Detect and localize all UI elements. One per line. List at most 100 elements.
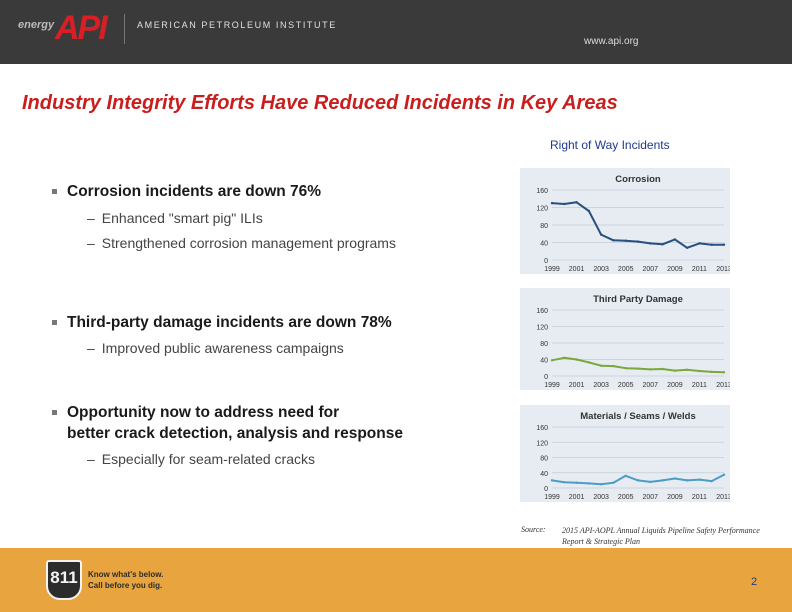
chart-background <box>520 168 730 274</box>
x-tick-label: 2001 <box>569 266 585 273</box>
x-tick-label: 2007 <box>642 266 658 273</box>
data-point <box>722 473 726 476</box>
data-point <box>599 233 603 236</box>
page-number: 2 <box>751 576 758 588</box>
data-point <box>636 479 640 482</box>
logo-divider <box>124 14 125 44</box>
chart-title: Materials / Seams / Welds <box>580 411 695 422</box>
x-tick-label: 2011 <box>692 266 707 273</box>
x-tick-label: 2009 <box>667 266 683 273</box>
chart-third-party-damage: Third Party Damage 0 40 80 120 160 1999 2001 200… <box>520 288 732 395</box>
data-point <box>636 240 640 243</box>
slide-title: Industry Integrity Efforts Have Reduced … <box>22 92 618 114</box>
x-tick-label: 1999 <box>544 382 560 389</box>
bullet-square-icon <box>52 320 57 325</box>
bullet-square-icon <box>52 410 57 415</box>
data-point <box>710 479 713 483</box>
x-tick-label: 2005 <box>618 494 634 501</box>
dash-icon: – <box>87 235 95 251</box>
data-point <box>575 481 578 484</box>
x-tick-label: 2001 <box>569 494 585 501</box>
x-tick-label: 2011 <box>692 382 707 389</box>
y-tick-label: 160 <box>536 425 548 432</box>
org-name: AMERICAN PETROLEUM INSTITUTE <box>137 20 337 30</box>
bullet-text: Opportunity now to address need for <box>67 404 340 421</box>
data-point <box>599 364 603 367</box>
data-point <box>587 209 591 213</box>
x-tick-label: 2013 <box>716 382 730 389</box>
footer-tagline-1: Know what's below. <box>88 570 164 579</box>
data-point <box>661 243 664 246</box>
dash-icon: – <box>87 210 95 226</box>
chart-title: Third Party Damage <box>593 294 683 305</box>
data-point <box>563 202 566 206</box>
x-tick-label: 2009 <box>667 494 683 501</box>
data-point <box>710 370 713 374</box>
y-tick-label: 40 <box>540 241 548 248</box>
data-point <box>587 361 591 364</box>
data-point <box>612 481 615 484</box>
data-point <box>624 474 627 477</box>
dash-icon: – <box>87 451 95 467</box>
chart-materials-svg: Materials / Seams / Welds 0 40 80 120 160 1999… <box>520 405 732 502</box>
x-tick-label: 2011 <box>692 494 707 501</box>
y-tick-label: 80 <box>540 223 548 230</box>
chart-corrosion: Corrosion 0 40 80 120 160 1999 2001 2003 2005 2007… <box>520 168 732 279</box>
x-tick-label: 2013 <box>716 266 730 273</box>
x-tick-label: 2005 <box>618 382 634 389</box>
811-badge-text: 811 <box>50 568 78 587</box>
source-text: 2015 API-AOPL Annual Liquids Pipeline Sa… <box>562 526 760 546</box>
data-point <box>550 479 554 482</box>
data-point <box>698 478 701 481</box>
y-tick-label: 0 <box>544 486 548 493</box>
data-point <box>685 368 689 372</box>
y-tick-label: 80 <box>540 456 548 463</box>
bullet-text: better crack detection, analysis and res… <box>67 425 403 442</box>
bullet-text: Corrosion incidents are down 76% <box>67 183 322 200</box>
data-point <box>612 364 615 368</box>
website-url: www.api.org <box>584 36 639 47</box>
data-point <box>673 477 677 480</box>
bullet-opportunity: Opportunity now to address need for bett… <box>52 402 403 444</box>
y-tick-label: 120 <box>536 325 548 332</box>
x-tick-label: 2009 <box>667 382 683 389</box>
sub-bullet-text: Enhanced "smart pig" ILIs <box>101 210 263 226</box>
data-point <box>698 242 701 245</box>
x-tick-label: 2001 <box>569 382 585 389</box>
data-point <box>636 367 640 370</box>
data-point <box>624 239 627 242</box>
data-point <box>685 479 689 482</box>
x-tick-label: 2007 <box>642 494 658 501</box>
x-tick-label: 1999 <box>544 266 560 273</box>
y-tick-label: 120 <box>536 206 548 213</box>
y-tick-label: 160 <box>536 188 548 195</box>
footer-bar: 811 Know what's below. Call before you d… <box>0 548 792 612</box>
data-point <box>575 201 578 204</box>
data-point <box>612 239 615 242</box>
sub-bullet-text: Strengthened corrosion management progra… <box>101 235 396 251</box>
data-point <box>661 367 664 371</box>
bullet-third-party: Third-party damage incidents are down 78… <box>52 312 392 333</box>
sub-bullet: – Enhanced "smart pig" ILIs <box>87 210 263 226</box>
sub-bullet-text: Especially for seam-related cracks <box>101 451 315 467</box>
section-heading: Right of Way Incidents <box>550 138 670 152</box>
bullet-corrosion: Corrosion incidents are down 76% <box>52 181 321 202</box>
chart-materials-seams-welds: Materials / Seams / Welds 0 40 80 120 160 1999… <box>520 405 732 507</box>
dash-icon: – <box>87 340 95 356</box>
data-point <box>575 358 578 361</box>
data-point <box>673 369 677 372</box>
y-tick-label: 40 <box>540 471 548 478</box>
data-point <box>722 243 726 246</box>
data-point <box>550 359 554 362</box>
data-point <box>599 482 603 486</box>
x-tick-label: 2003 <box>593 494 609 501</box>
811-badge-icon: 811 <box>46 560 82 600</box>
x-tick-label: 1999 <box>544 494 560 501</box>
x-tick-label: 2005 <box>618 266 634 273</box>
header-bar: energy API AMERICAN PETROLEUM INSTITUTE … <box>0 0 792 64</box>
x-tick-label: 2003 <box>593 382 609 389</box>
y-tick-label: 120 <box>536 440 548 447</box>
sub-bullet: – Especially for seam-related cracks <box>87 451 315 467</box>
x-tick-label: 2003 <box>593 266 609 273</box>
x-tick-label: 2013 <box>716 494 730 501</box>
